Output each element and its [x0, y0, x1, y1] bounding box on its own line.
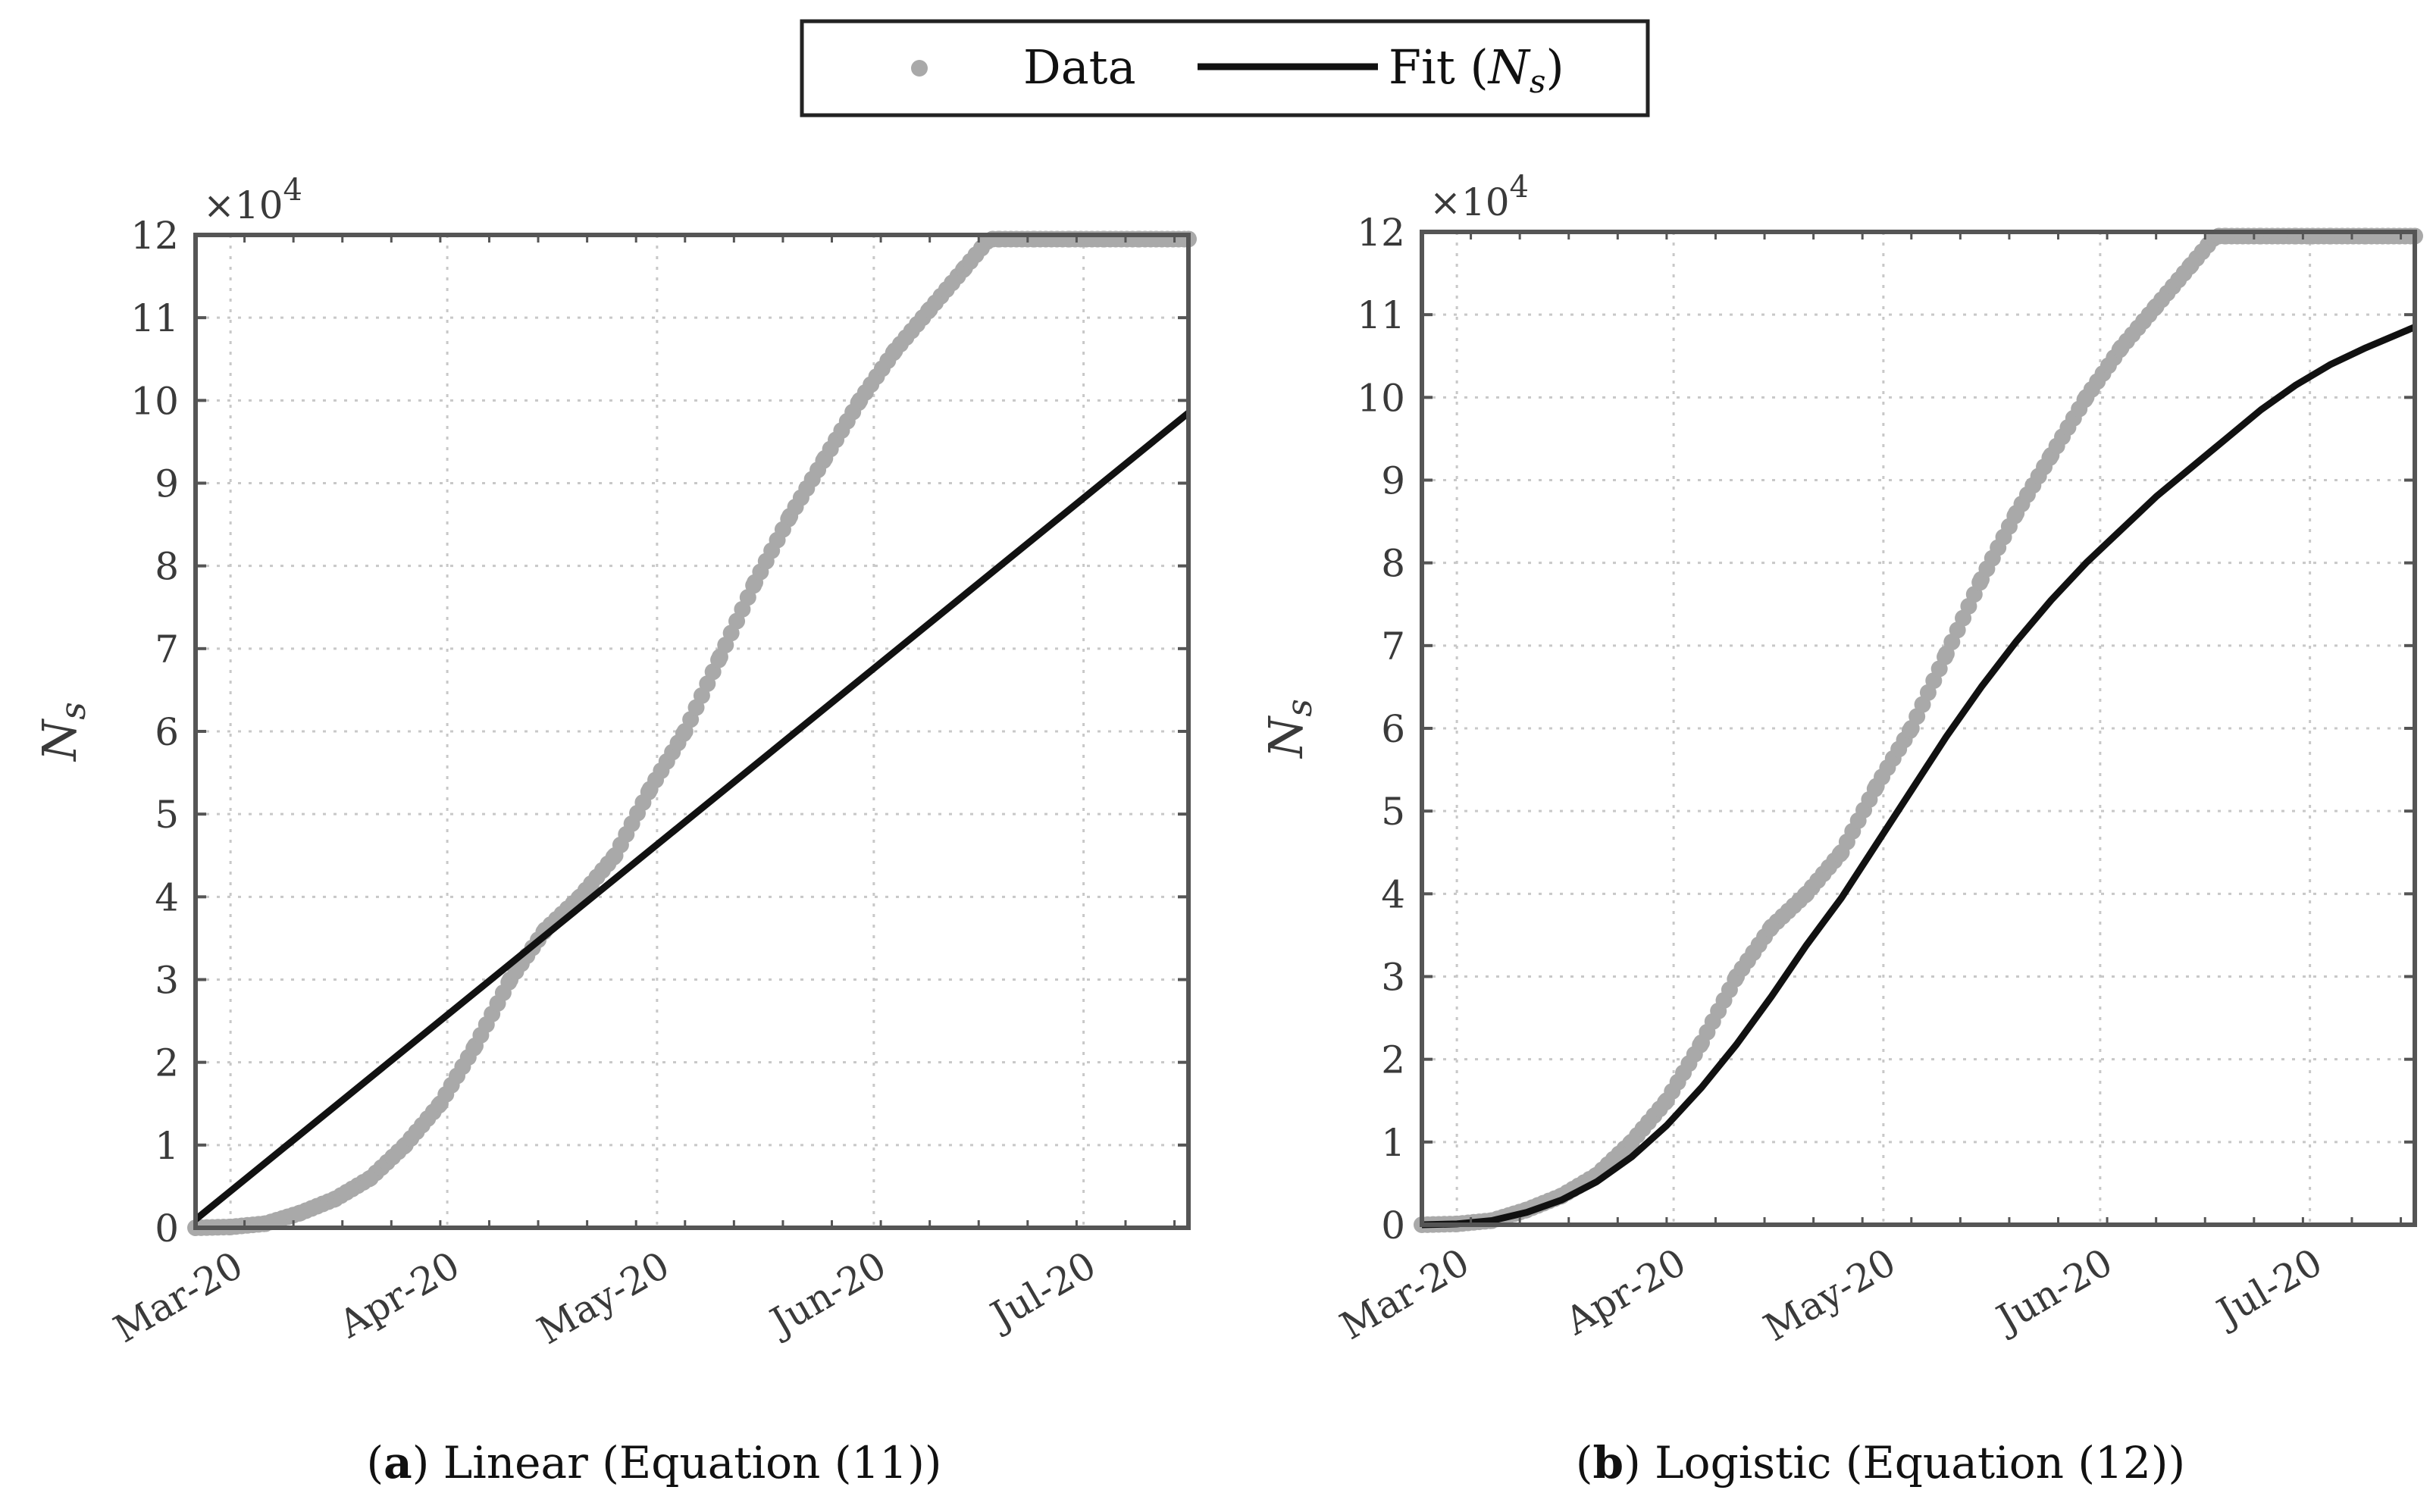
- panel-a-x-tick-label: Apr-20: [331, 1243, 467, 1347]
- panel-a-caption-letter: a: [384, 1437, 412, 1489]
- panel-a-y-tick-label: 12: [130, 214, 179, 258]
- panel-a-y-tick-label: 5: [155, 793, 179, 837]
- legend-fit-prefix: Fit (: [1389, 39, 1489, 95]
- panel-b-y-tick-label: 1: [1381, 1121, 1405, 1165]
- panel-b-y-tick-label: 12: [1357, 211, 1405, 255]
- panel-a-fit-series: [193, 410, 1191, 1222]
- panel-b-fit-series: [1421, 324, 2416, 1229]
- panel-b-y-tick-label: 7: [1381, 625, 1405, 668]
- panel-b-y-tick-label: 11: [1357, 293, 1405, 337]
- panel-a-y-tick-label: 6: [155, 710, 179, 754]
- panel-b-y-tick-label: 6: [1381, 707, 1405, 751]
- panel-b-x-tick-label: Jul-20: [2206, 1240, 2329, 1336]
- panel-a-ylabel-symbol: N: [32, 718, 87, 762]
- panel-b-caption-paren-open: (: [1576, 1437, 1593, 1489]
- panel-b-y-tick-label: 9: [1381, 459, 1405, 503]
- legend: Data Fit (Ns): [800, 19, 1650, 117]
- panel-a-ylabel-sub: s: [52, 702, 93, 720]
- legend-fit-suffix: ): [1545, 39, 1564, 95]
- panel-b-caption-paren-close: ): [1624, 1437, 1641, 1489]
- panel-b-x-tick-label: Apr-20: [1558, 1240, 1693, 1344]
- panel-b-ylabel-symbol: N: [1258, 715, 1314, 759]
- panel-a-y-axis-label: Ns: [32, 702, 93, 762]
- panel-a-x-tick-label: Mar-20: [107, 1243, 251, 1351]
- panel-b-exponent-base: ×10: [1429, 180, 1510, 224]
- panel-a-caption-paren-close: ): [412, 1437, 430, 1489]
- panel-b-y-tick-label: 0: [1381, 1204, 1405, 1247]
- panel-a-y-tick-label: 9: [155, 462, 179, 506]
- panel-a-caption: (a) Linear (Equation (11)): [366, 1437, 941, 1489]
- panel-b-y-tick-label: 4: [1381, 872, 1405, 916]
- panel-a-y-tick-label: 10: [130, 379, 179, 423]
- panel-b-caption-text: Logistic (Equation (12)): [1641, 1437, 2185, 1489]
- panel-a-caption-text: Linear (Equation (11)): [429, 1437, 941, 1489]
- legend-data-label: Data: [1023, 39, 1136, 95]
- panel-a-y-tick-label: 1: [155, 1124, 179, 1168]
- legend-fit-sub: s: [1530, 63, 1546, 100]
- panel-b-y-tick-label: 5: [1381, 790, 1405, 834]
- panel-b-caption: (b) Logistic (Equation (12)): [1576, 1437, 2185, 1489]
- panel-a-caption-paren-open: (: [366, 1437, 384, 1489]
- panel-a-x-tick-label: Jul-20: [980, 1243, 1103, 1339]
- legend-fit-label: Fit (Ns): [1389, 39, 1564, 100]
- panel-a-x-tick-label: Jun-20: [760, 1243, 894, 1345]
- panel-a-y-tick-label: 3: [155, 959, 179, 1003]
- panel-a-y-tick-label: 7: [155, 628, 179, 671]
- panel-a-y-tick-label: 8: [155, 545, 179, 589]
- panel-b-exponent-power: 4: [1510, 170, 1529, 205]
- panel-a-fit-line: [193, 410, 1191, 1222]
- panel-a-y-tick-label: 4: [155, 875, 179, 919]
- panel-b-caption-letter: b: [1593, 1437, 1624, 1489]
- legend-fit-symbol: N: [1487, 39, 1532, 95]
- panel-b-y-tick-label: 10: [1357, 376, 1405, 420]
- panel-b-y-tick-label: 8: [1381, 542, 1405, 586]
- panel-a-exponent-label: ×104: [203, 173, 302, 227]
- panel-b-x-tick-label: Jun-20: [1987, 1240, 2120, 1342]
- panel-b-exponent-label: ×104: [1429, 170, 1529, 224]
- panel-b-ylabel-sub: s: [1279, 699, 1320, 717]
- panel-a-y-tick-label: 0: [155, 1207, 179, 1251]
- panel-b-fit-line: [1421, 324, 2416, 1229]
- panel-a-data-series: [187, 230, 1197, 1236]
- panel-b-y-tick-label: 3: [1381, 956, 1405, 1000]
- panel-b-x-tick-label: May-20: [1757, 1240, 1903, 1350]
- legend-data-marker: [911, 60, 928, 77]
- panel-a-y-tick-label: 2: [155, 1041, 179, 1085]
- panel-b-y-axis-label: Ns: [1258, 699, 1320, 759]
- panel-b-x-tick-label: Mar-20: [1333, 1240, 1477, 1348]
- panel-a-y-tick-label: 11: [130, 296, 179, 340]
- panel-b-data-series: [1414, 227, 2423, 1233]
- panel-a-exponent-base: ×10: [203, 183, 283, 227]
- panel-b-y-tick-label: 2: [1381, 1038, 1405, 1082]
- panel-a-exponent-power: 4: [283, 173, 302, 208]
- panel-a-x-tick-label: May-20: [531, 1243, 677, 1353]
